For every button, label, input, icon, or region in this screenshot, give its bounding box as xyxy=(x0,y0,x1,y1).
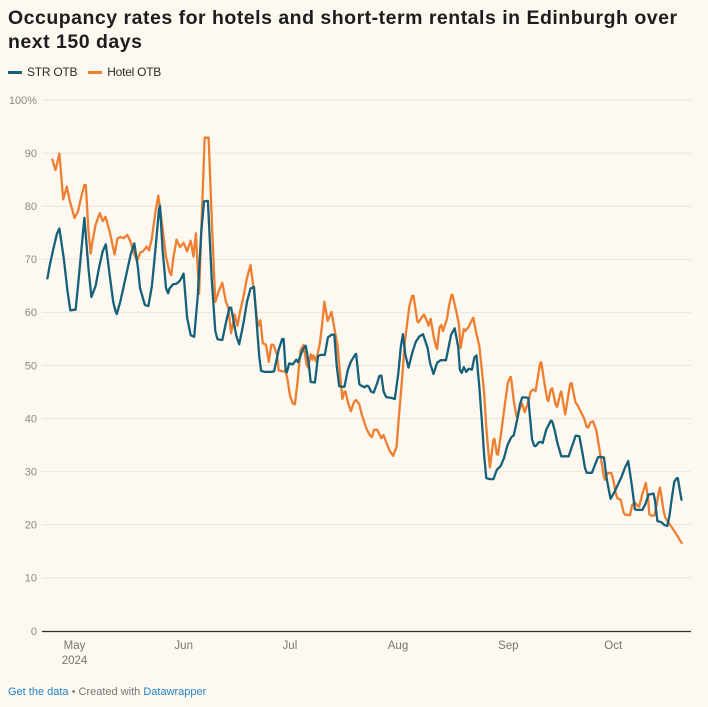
svg-text:100%: 100% xyxy=(9,95,37,107)
svg-text:20: 20 xyxy=(25,520,37,532)
svg-text:10: 10 xyxy=(25,573,37,585)
svg-text:0: 0 xyxy=(31,626,37,638)
svg-text:30: 30 xyxy=(25,467,37,479)
svg-text:Jun: Jun xyxy=(174,640,193,652)
svg-text:90: 90 xyxy=(25,148,37,160)
svg-text:70: 70 xyxy=(25,254,37,266)
svg-text:80: 80 xyxy=(25,201,37,213)
svg-text:50: 50 xyxy=(25,360,37,372)
svg-text:Oct: Oct xyxy=(604,640,623,652)
svg-text:2024: 2024 xyxy=(62,655,88,667)
svg-text:60: 60 xyxy=(25,307,37,319)
svg-text:May: May xyxy=(64,640,86,652)
svg-text:Sep: Sep xyxy=(498,640,518,652)
svg-text:Jul: Jul xyxy=(283,640,298,652)
svg-text:Aug: Aug xyxy=(388,640,408,652)
svg-text:40: 40 xyxy=(25,413,37,425)
